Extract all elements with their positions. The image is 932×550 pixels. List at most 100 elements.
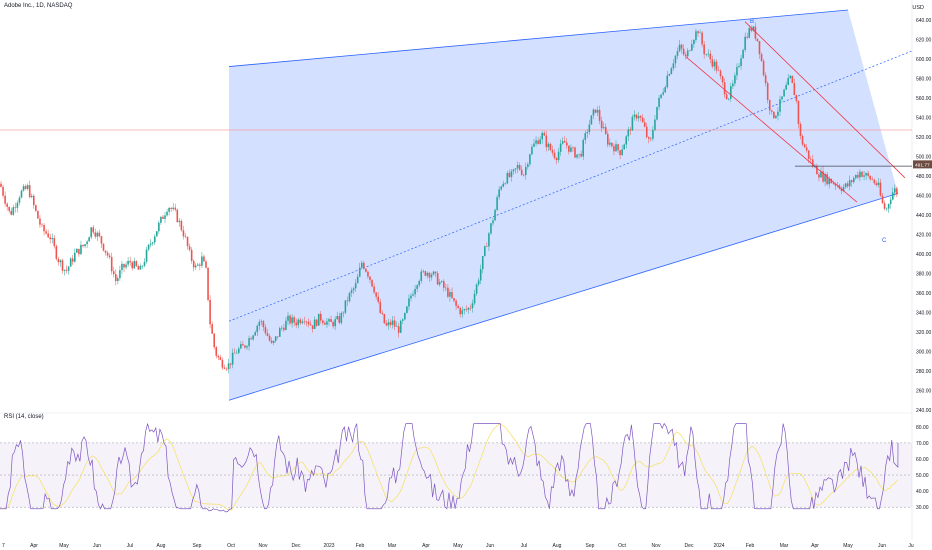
candle-body: [420, 271, 423, 281]
candle-body: [39, 218, 41, 225]
candle-body: [711, 59, 714, 67]
candle-body: [340, 312, 343, 323]
candle-body: [180, 220, 183, 231]
candle-body: [584, 133, 587, 140]
candle-body: [867, 173, 869, 176]
candle-body: [633, 114, 636, 117]
candle-body: [219, 357, 222, 360]
candle-body: [205, 261, 207, 268]
candle-body: [846, 183, 849, 187]
price-tick-label: 460.00: [916, 193, 932, 199]
candle-body: [689, 50, 691, 52]
candle-body: [451, 292, 453, 299]
candle-body: [209, 299, 211, 325]
candle-body: [502, 183, 505, 187]
candle-body: [793, 83, 796, 96]
candle-body: [158, 222, 160, 232]
candle-body: [317, 313, 320, 326]
candle-body: [658, 97, 660, 107]
candle-body: [24, 186, 27, 189]
price-tick-label: 560.00: [916, 96, 932, 102]
candle-body: [721, 76, 724, 83]
candle-body: [598, 109, 601, 121]
price-tick-label: 580.00: [916, 76, 932, 82]
candle-body: [561, 141, 564, 144]
candle-body: [775, 115, 777, 118]
candle-body: [447, 287, 449, 297]
candle-body: [215, 347, 218, 356]
candle-body: [727, 98, 730, 100]
candle-body: [244, 345, 246, 348]
candle-body: [160, 216, 162, 223]
candle-body: [635, 114, 638, 119]
candle-body: [104, 250, 107, 253]
symbol-title[interactable]: Adobe Inc., 1D, NASDAQ: [4, 3, 73, 9]
candle-body: [270, 340, 273, 343]
price-tick-label: 380.00: [916, 271, 932, 277]
candle-body: [443, 281, 445, 288]
price-tick-label: 300.00: [916, 349, 932, 355]
candle-body: [637, 116, 640, 119]
candle-body: [293, 317, 295, 323]
candle-body: [596, 109, 599, 113]
candle-body: [106, 252, 109, 256]
time-tick-label: 7: [2, 543, 5, 549]
candle-body: [553, 152, 556, 159]
candle-body: [543, 132, 546, 136]
candle-body: [537, 140, 539, 144]
time-tick-label: Aug: [553, 543, 562, 549]
candle-body: [853, 178, 855, 183]
candle-body: [588, 124, 591, 133]
price-tick-label: 480.00: [916, 174, 932, 180]
candle-body: [102, 243, 105, 251]
candle-body: [76, 248, 78, 253]
candle-body: [336, 316, 338, 320]
candle-body: [57, 258, 60, 263]
candle-body: [346, 300, 349, 302]
candle-body: [625, 136, 628, 145]
candle-body: [760, 54, 763, 61]
rsi-ma-line: [0, 423, 899, 511]
candle-body: [861, 171, 863, 177]
candle-body: [785, 85, 787, 90]
candle-body: [873, 179, 876, 184]
candles: [0, 22, 898, 374]
candle-body: [693, 39, 695, 45]
candle-body: [6, 203, 8, 207]
candle-body: [326, 321, 328, 325]
rsi-tick-label: 30.00: [916, 505, 929, 511]
time-tick-label: Feb: [746, 543, 755, 549]
candle-body: [2, 186, 4, 196]
candle-body: [865, 173, 867, 176]
time-tick-label: Dec: [685, 543, 694, 549]
candle-body: [279, 328, 281, 337]
candle-body: [896, 188, 898, 195]
candle-body: [168, 207, 170, 212]
candle-body: [162, 216, 164, 219]
candle-body: [678, 44, 681, 52]
candle-body: [434, 271, 437, 274]
rsi-indicator-title[interactable]: RSI (14, close): [4, 414, 44, 420]
candle-body: [307, 321, 310, 325]
candle-body: [117, 278, 119, 281]
candle-body: [516, 164, 519, 169]
candle-body: [303, 321, 306, 323]
candle-body: [611, 142, 613, 147]
price-tick-label: 420.00: [916, 232, 932, 238]
candle-body: [404, 312, 406, 320]
candle-body: [736, 66, 738, 76]
time-tick-label: Dec: [292, 543, 301, 549]
channel-fill: [229, 10, 898, 401]
candle-body: [697, 31, 699, 34]
rsi-tick-label: 80.00: [916, 425, 929, 431]
candle-body: [147, 244, 150, 250]
price-tick-label: 320.00: [916, 330, 932, 336]
price-tick-label: 360.00: [916, 291, 932, 297]
candle-body: [203, 256, 205, 262]
candle-body: [539, 139, 541, 144]
candle-body: [33, 195, 35, 206]
candle-body: [557, 151, 560, 161]
candle-body: [322, 320, 324, 323]
candle-body: [127, 260, 129, 265]
